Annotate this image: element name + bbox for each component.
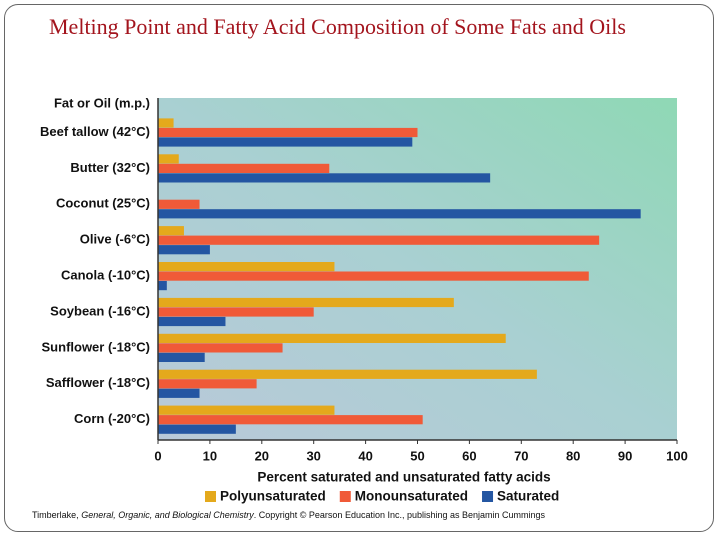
bar — [158, 118, 174, 128]
credit-part: . Copyright © Pearson Education Inc., pu… — [254, 510, 546, 520]
bar — [158, 137, 413, 147]
y-tick-label: Canola (-10°C) — [61, 268, 150, 283]
credit-part: Timberlake, — [32, 510, 81, 520]
slide-title: Melting Point and Fatty Acid Composition… — [49, 14, 626, 39]
x-tick-label: 10 — [203, 448, 217, 463]
y-tick-label: Sunflower (-18°C) — [42, 339, 150, 354]
slide-frame — [4, 4, 714, 532]
y-axis-title: Fat or Oil (m.p.) — [54, 95, 150, 110]
bar — [158, 307, 314, 317]
y-tick-label: Olive (-6°C) — [80, 232, 150, 247]
bar — [158, 262, 335, 272]
x-axis-title: Percent saturated and unsaturated fatty … — [257, 470, 550, 485]
y-tick-label: Corn (-20°C) — [74, 411, 150, 426]
x-tick-label: 60 — [462, 448, 476, 463]
bar — [158, 154, 179, 164]
legend-label: Saturated — [497, 489, 559, 504]
legend-label: Polyunsaturated — [220, 489, 326, 504]
bar — [158, 271, 589, 281]
bar — [158, 333, 506, 343]
bar — [158, 163, 330, 173]
bar — [158, 316, 226, 327]
x-tick-label: 70 — [514, 448, 528, 463]
bar — [158, 369, 537, 379]
y-tick-label: Butter (32°C) — [70, 160, 150, 175]
y-tick-label: Beef tallow (42°C) — [40, 124, 150, 139]
bar — [158, 424, 236, 434]
bar — [158, 415, 423, 425]
bar — [158, 173, 491, 183]
bar — [158, 297, 454, 308]
x-tick-label: 30 — [306, 448, 320, 463]
bar — [158, 226, 184, 236]
legend-swatch — [339, 491, 351, 502]
x-tick-label: 90 — [618, 448, 632, 463]
bar — [158, 199, 200, 209]
y-tick-label: Safflower (-18°C) — [46, 375, 150, 390]
x-tick-label: 100 — [666, 448, 688, 463]
legend-label: Monounsaturated — [355, 489, 468, 504]
bar — [158, 235, 600, 245]
y-tick-label: Soybean (-16°C) — [50, 303, 150, 318]
bar — [158, 352, 205, 362]
credit: Timberlake, General, Organic, and Biolog… — [32, 510, 546, 520]
y-tick-label: Coconut (25°C) — [56, 196, 150, 211]
bar — [158, 281, 167, 291]
x-tick-label: 50 — [410, 448, 424, 463]
x-tick-label: 0 — [154, 448, 161, 463]
x-tick-label: 80 — [566, 448, 580, 463]
legend-swatch — [205, 491, 216, 502]
bar — [158, 245, 210, 255]
bar — [158, 209, 641, 219]
x-tick-label: 20 — [255, 448, 269, 463]
x-tick-label: 40 — [358, 448, 372, 463]
bar — [158, 405, 335, 415]
credit-part: General, Organic, and Biological Chemist… — [81, 510, 254, 520]
bar — [158, 388, 200, 398]
bar — [158, 343, 283, 353]
bar — [158, 379, 257, 389]
bar — [158, 127, 418, 138]
legend-swatch — [482, 491, 494, 502]
